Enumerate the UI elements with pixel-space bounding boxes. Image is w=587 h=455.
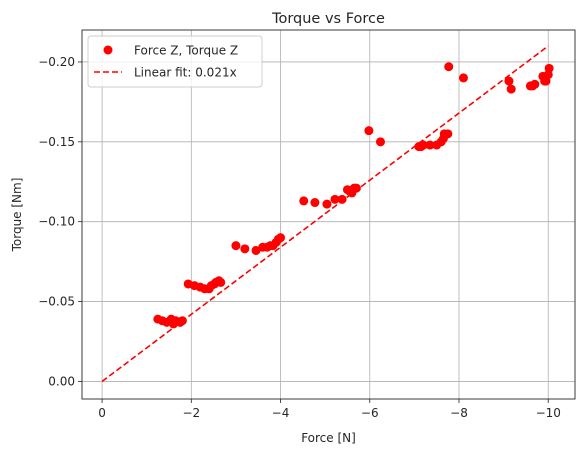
data-point xyxy=(322,199,332,209)
data-point xyxy=(276,233,286,243)
y-tick-label: −0.15 xyxy=(38,135,75,149)
x-tick-label: −4 xyxy=(272,406,290,420)
x-axis-label: Force [N] xyxy=(301,431,356,445)
data-point xyxy=(337,194,347,204)
data-point xyxy=(418,140,428,150)
data-point xyxy=(299,196,309,206)
y-axis-ticks: 0.00 −0.05 −0.10 −0.15 −0.20 xyxy=(38,55,82,388)
legend-label-scatter: Force Z, Torque Z xyxy=(134,44,238,58)
data-point xyxy=(425,140,435,150)
legend-marker-scatter xyxy=(103,45,113,55)
x-tick-label: −8 xyxy=(450,406,468,420)
data-point xyxy=(504,76,514,86)
fit-line-layer xyxy=(101,45,549,383)
y-tick-label: −0.05 xyxy=(38,295,75,309)
legend-label-fit-line: Linear fit: 0.021x xyxy=(134,66,237,80)
linear-fit-line xyxy=(101,45,549,383)
x-tick-label: −6 xyxy=(361,406,379,420)
data-point xyxy=(351,183,361,193)
y-tick-label: −0.10 xyxy=(38,215,75,229)
data-point xyxy=(240,244,250,254)
data-point xyxy=(443,129,453,139)
x-tick-label: −10 xyxy=(536,406,561,420)
data-point xyxy=(231,241,241,251)
data-point xyxy=(544,63,554,73)
chart-title: Torque vs Force xyxy=(271,11,385,27)
plot-area-frame xyxy=(81,29,576,400)
data-point xyxy=(444,62,454,72)
legend-box xyxy=(87,35,263,88)
data-point xyxy=(364,126,374,136)
y-axis-label: Torque [Nm] xyxy=(10,178,24,253)
x-axis-ticks: 0 −2 −4 −6 −8 −10 xyxy=(98,399,561,420)
data-point xyxy=(506,84,516,94)
data-point xyxy=(251,245,261,255)
x-tick-label: −2 xyxy=(182,406,200,420)
data-point xyxy=(330,194,340,204)
y-tick-label: 0.00 xyxy=(48,374,75,388)
legend: Force Z, Torque Z Linear fit: 0.021x xyxy=(87,35,263,88)
data-point xyxy=(530,79,540,89)
data-point xyxy=(177,316,187,326)
data-point xyxy=(458,73,468,83)
data-point xyxy=(310,198,320,208)
data-point xyxy=(216,277,226,287)
y-tick-label: −0.20 xyxy=(38,55,75,69)
x-tick-label: 0 xyxy=(98,406,106,420)
data-point xyxy=(375,137,385,147)
data-points xyxy=(153,62,554,329)
